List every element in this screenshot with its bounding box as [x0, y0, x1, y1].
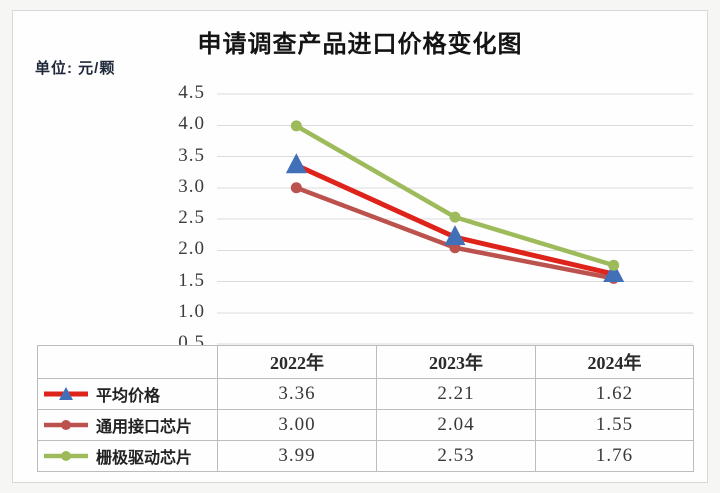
chart-title: 申请调查产品进口价格变化图 [197, 31, 523, 58]
data-table-legend: 2022年 2023年 2024年平均价格 3.36 2.21 1.62 通用接口芯片 3.0… [37, 345, 694, 472]
y-tick-label: 1.5 [178, 269, 205, 291]
legend-line-marker-icon [44, 420, 88, 430]
circle-marker [449, 211, 461, 223]
year-header-cell: 2023年 [376, 345, 536, 379]
circle-marker [290, 182, 302, 194]
series-name-label: 通用接口芯片 [96, 419, 193, 436]
y-axis-labels: 4.5 4.0 3.5 3.0 2.5 2.0 1.5 1.0 0.5 [138, 82, 205, 353]
legend-cell: 通用接口芯片 [37, 409, 218, 441]
unit-label: 单位: 元/颗 [35, 60, 116, 77]
series-name-label: 平均价格 [96, 388, 161, 405]
y-tick-label: 2.0 [178, 238, 205, 260]
value-cell: 3.99 [217, 440, 377, 472]
y-tick-label: 3.0 [178, 175, 205, 197]
value-cell: 2.53 [376, 440, 536, 472]
triangle-marker [603, 262, 625, 282]
circle-marker [290, 120, 302, 132]
value-cell: 2.21 [376, 378, 536, 410]
value-cell: 1.76 [535, 440, 694, 472]
table-corner-empty [37, 345, 218, 379]
value-cell: 1.62 [535, 378, 694, 410]
year-header-cell: 2022年 [217, 345, 377, 379]
circle-marker [608, 259, 620, 271]
table-row: 栅极驱动芯片 3.99 2.53 1.76 [37, 440, 694, 472]
data-table-body: 2022年 2023年 2024年平均价格 3.36 2.21 1.62 通用接口芯片 3.0… [37, 345, 694, 472]
triangle-marker [444, 225, 466, 246]
y-tick-label: 4.5 [178, 82, 205, 104]
y-tick-label: 4.0 [178, 113, 205, 135]
y-tick-label: 1.0 [178, 300, 205, 322]
plot-svg [217, 93, 693, 345]
value-cell: 3.36 [217, 378, 377, 410]
legend-cell: 栅极驱动芯片 [37, 440, 218, 472]
value-cell: 1.55 [535, 409, 694, 441]
table-row: 平均价格 3.36 2.21 1.62 [37, 378, 694, 410]
y-tick-label: 2.5 [178, 207, 205, 229]
value-cell: 2.04 [376, 409, 536, 441]
legend-cell: 平均价格 [37, 378, 218, 410]
table-row: 通用接口芯片 3.00 2.04 1.55 [37, 409, 694, 441]
legend-line-marker-icon [44, 451, 88, 461]
legend-line-marker-icon [44, 387, 88, 400]
triangle-marker [285, 153, 307, 174]
year-header-cell: 2024年 [535, 345, 694, 379]
y-tick-label: 3.5 [178, 144, 205, 166]
table-header-row: 2022年 2023年 2024年 [37, 345, 694, 379]
series-name-label: 栅极驱动芯片 [96, 450, 193, 467]
value-cell: 3.00 [217, 409, 377, 441]
